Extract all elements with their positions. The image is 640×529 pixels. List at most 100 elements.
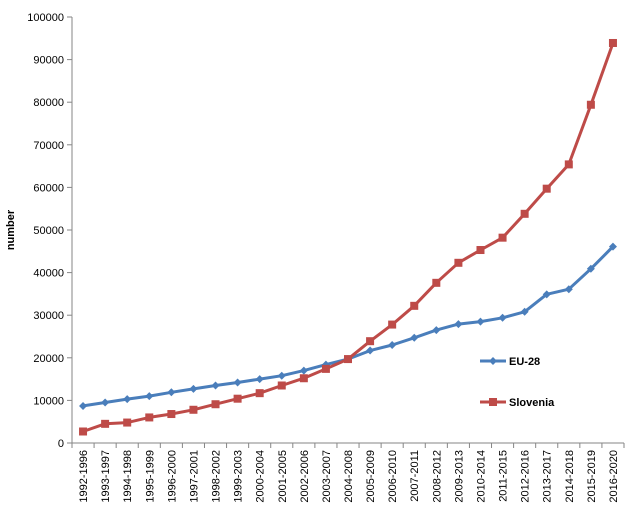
data-point-slovenia [366,337,375,346]
x-tick-label: 2015-2019 [586,450,598,503]
x-tick-label: 1997-2001 [188,450,200,503]
data-point-eu-28 [79,401,88,410]
x-tick-label: 2002-2006 [299,450,311,503]
data-point-eu-28 [299,366,308,375]
y-tick-label: 40000 [33,268,64,280]
data-point-slovenia [211,400,220,409]
y-tick-label: 60000 [33,182,64,194]
data-point-slovenia [255,389,264,398]
x-tick-label: 2005-2009 [365,450,377,503]
data-point-eu-28 [542,290,551,299]
x-tick-label: 1995-1999 [144,450,156,503]
data-point-slovenia [388,320,397,329]
data-point-slovenia [542,184,551,193]
x-tick-label: 2000-2004 [255,450,267,503]
data-point-eu-28 [564,285,573,294]
series-slovenia [79,38,617,436]
data-point-slovenia [454,258,463,267]
data-point-slovenia [608,38,617,47]
data-point-slovenia [277,381,286,390]
data-point-eu-28 [476,317,485,326]
data-point-slovenia [586,100,595,109]
data-point-slovenia [344,355,352,364]
y-tick-label: 0 [58,438,64,450]
legend-marker [489,398,497,406]
data-point-eu-28 [454,320,463,329]
data-point-slovenia [189,405,198,414]
y-axis: 0 10000 20000 30000 40000 50000 60000 70000 8000… [27,12,73,450]
series-line-eu-28 [82,245,615,408]
y-tick-label: 90000 [33,55,64,67]
y-axis-title: number [5,209,17,250]
legend-label: Slovenia [509,397,555,409]
data-point-eu-28 [123,395,132,404]
data-point-slovenia [321,364,330,373]
y-tick-label: 20000 [33,353,64,365]
data-point-slovenia [123,418,132,427]
legend-label: EU-28 [509,356,540,368]
legend-item-eu-28: EU-28 [480,356,540,368]
data-point-eu-28 [167,388,176,397]
data-point-slovenia [432,278,441,287]
data-point-eu-28 [366,346,375,355]
x-tick-label: 2012-2016 [520,450,532,503]
data-point-eu-28 [255,375,264,384]
data-point-eu-28 [608,242,617,251]
x-tick-label: 2001-2005 [277,450,289,503]
x-tick-label: 2003-2007 [321,450,333,503]
x-tick-label: 1999-2003 [233,450,245,503]
data-point-eu-28 [233,378,242,387]
legend-item-slovenia: Slovenia [480,397,555,409]
series-line-slovenia [82,42,615,433]
data-point-eu-28 [101,398,110,407]
x-tick-label: 1993-1997 [100,450,112,503]
y-tick-label: 100000 [27,12,64,24]
data-point-eu-28 [145,392,154,401]
x-tick-label: 2016-2020 [608,450,620,503]
data-point-eu-28 [520,307,529,316]
data-point-slovenia [79,427,88,436]
data-point-eu-28 [277,371,286,380]
x-tick-label: 2013-2017 [542,450,554,503]
x-tick-label: 1994-1998 [122,450,134,503]
data-point-eu-28 [211,381,220,390]
x-tick-label: 2007-2011 [409,450,421,502]
data-point-slovenia [498,233,507,242]
x-tick-label: 2011-2015 [498,450,510,502]
y-tick-label: 30000 [33,310,64,322]
data-point-eu-28 [388,341,397,350]
data-point-slovenia [145,413,154,422]
data-point-eu-28 [586,264,595,273]
data-point-slovenia [520,209,529,218]
legend-marker [489,357,497,365]
y-tick-label: 70000 [33,140,64,152]
data-point-slovenia [167,410,176,419]
series-lines [79,38,617,436]
data-point-slovenia [101,419,110,428]
data-point-slovenia [564,160,573,169]
data-point-eu-28 [189,384,198,393]
y-tick-label: 50000 [33,225,64,237]
x-tick-label: 2004-2008 [343,450,355,503]
x-tick-label: 1996-2000 [166,450,178,503]
x-tick-label: 2009-2013 [453,450,465,503]
data-point-slovenia [299,374,308,383]
data-point-eu-28 [432,326,441,335]
data-point-slovenia [476,246,485,255]
data-point-slovenia [410,301,419,310]
y-tick-label: 10000 [33,395,64,407]
x-tick-label: 2006-2010 [387,450,399,503]
x-tick-label: 2008-2012 [431,450,443,503]
legend: EU-28 Slovenia [480,356,555,409]
data-point-eu-28 [498,313,507,322]
x-axis: 1992-1996 1993-1997 1994-1998 1995-1999 1996… [71,442,625,503]
x-tick-label: 1992-1996 [78,450,90,503]
x-tick-label: 2010-2014 [475,450,487,503]
x-tick-label: 2014-2018 [564,450,576,503]
series-eu-28 [79,242,617,410]
data-point-eu-28 [410,333,419,342]
y-tick-label: 80000 [33,97,64,109]
x-tick-label: 1998-2002 [211,450,223,503]
